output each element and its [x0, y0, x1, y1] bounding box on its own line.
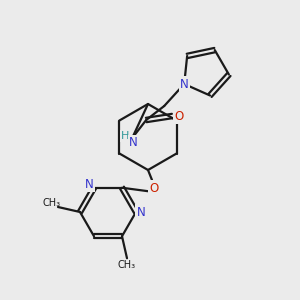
Text: CH₃: CH₃: [43, 198, 61, 208]
Text: O: O: [149, 182, 159, 194]
Text: N: N: [129, 136, 138, 149]
Text: N: N: [180, 77, 189, 91]
Text: N: N: [136, 206, 146, 218]
Text: H: H: [121, 131, 129, 141]
Text: N: N: [85, 178, 93, 191]
Text: O: O: [175, 110, 184, 122]
Text: CH₃: CH₃: [118, 260, 136, 270]
